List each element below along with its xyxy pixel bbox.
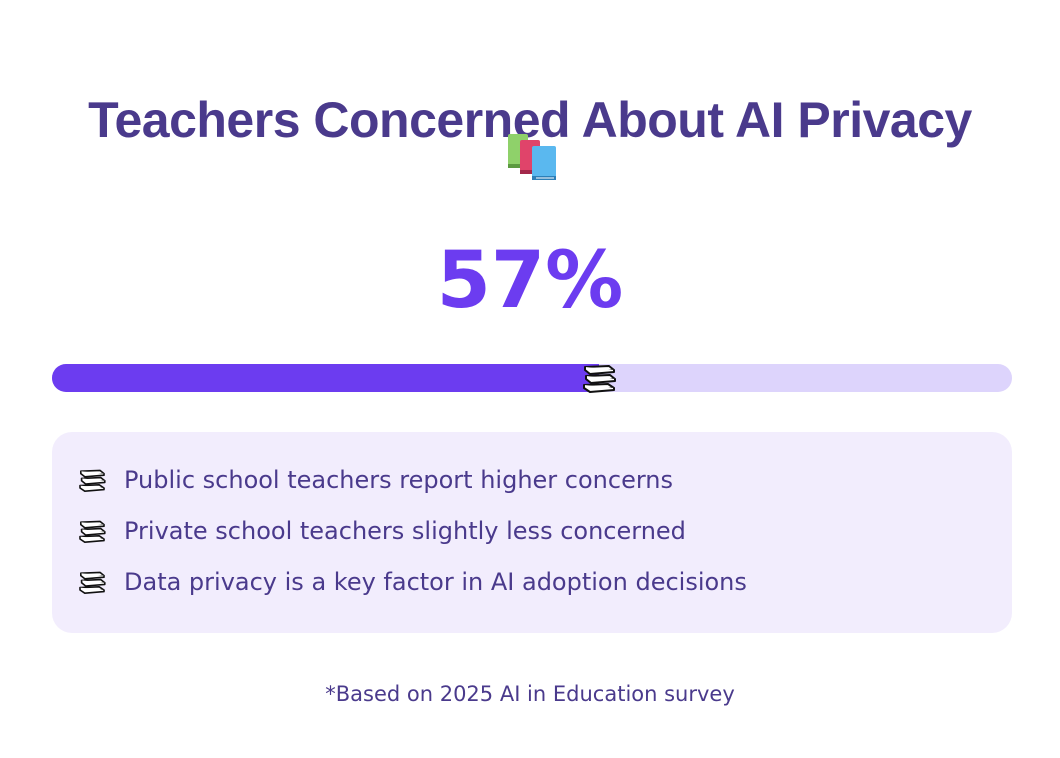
books-stack-icon (583, 365, 617, 393)
list-item: Public school teachers report higher con… (76, 454, 747, 505)
page-title: Teachers Concerned About AI Privacy (88, 91, 972, 148)
books-stack-icon (79, 469, 106, 492)
books-stack-icon (79, 571, 106, 594)
list-item: Data privacy is a key factor in AI adopt… (76, 556, 747, 607)
footnote: *Based on 2025 AI in Education survey (325, 682, 735, 706)
stat-percentage: 57% (436, 236, 624, 326)
progress-bar (52, 364, 1012, 393)
highlights-list: Public school teachers report higher con… (76, 454, 747, 607)
books-stack-icon (79, 520, 106, 543)
list-item: Private school teachers slightly less co… (76, 505, 747, 556)
books-icon (508, 134, 556, 180)
list-item-text: Private school teachers slightly less co… (124, 516, 686, 545)
highlights-panel: Public school teachers report higher con… (52, 432, 1012, 633)
list-item-text: Data privacy is a key factor in AI adopt… (124, 567, 747, 596)
progress-fill (52, 364, 600, 392)
list-item-text: Public school teachers report higher con… (124, 465, 674, 494)
